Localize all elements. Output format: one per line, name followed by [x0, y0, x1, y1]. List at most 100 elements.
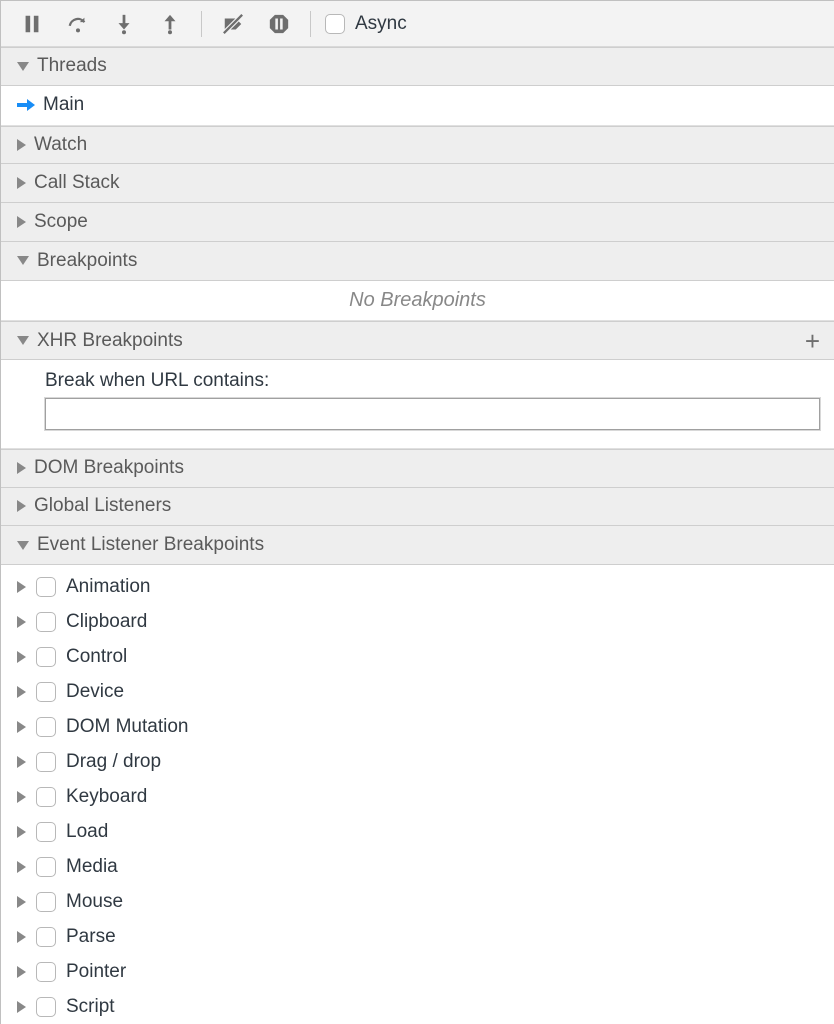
event-category-checkbox[interactable] — [36, 752, 56, 772]
expand-icon — [17, 62, 29, 71]
event-category-label: Parse — [66, 926, 116, 948]
event-category-label: Pointer — [66, 961, 126, 983]
xhr-breakpoints-body: Break when URL contains: — [1, 360, 834, 449]
thread-name: Main — [43, 94, 84, 116]
scope-title: Scope — [34, 211, 88, 233]
event-category-label: Script — [66, 996, 115, 1018]
expand-icon — [17, 139, 26, 151]
debugger-sidebar: Async Threads Main Watch Call Stack Scop… — [0, 0, 834, 1024]
add-xhr-breakpoint-button[interactable]: + — [799, 328, 826, 354]
async-checkbox[interactable] — [325, 14, 345, 34]
expand-icon — [17, 616, 26, 628]
event-category-checkbox[interactable] — [36, 682, 56, 702]
xhr-breakpoints-header[interactable]: XHR Breakpoints + — [1, 321, 834, 360]
event-category-row[interactable]: Media — [1, 849, 834, 884]
event-category-checkbox[interactable] — [36, 892, 56, 912]
call-stack-header[interactable]: Call Stack — [1, 164, 834, 203]
event-category-checkbox[interactable] — [36, 927, 56, 947]
dom-breakpoints-title: DOM Breakpoints — [34, 457, 184, 479]
expand-icon — [17, 256, 29, 265]
expand-icon — [17, 1001, 26, 1013]
pause-on-exceptions-button[interactable] — [256, 1, 302, 47]
event-category-checkbox[interactable] — [36, 997, 56, 1017]
global-listeners-header[interactable]: Global Listeners — [1, 488, 834, 527]
expand-icon — [17, 826, 26, 838]
event-category-label: Clipboard — [66, 611, 147, 633]
watch-title: Watch — [34, 134, 87, 156]
expand-icon — [17, 861, 26, 873]
step-into-button[interactable] — [101, 1, 147, 47]
event-category-label: Control — [66, 646, 127, 668]
expand-icon — [17, 721, 26, 733]
global-listeners-title: Global Listeners — [34, 495, 171, 517]
expand-icon — [17, 756, 26, 768]
event-category-row[interactable]: Mouse — [1, 884, 834, 919]
expand-icon — [17, 791, 26, 803]
expand-icon — [17, 581, 26, 593]
async-toggle[interactable]: Async — [325, 13, 407, 35]
xhr-input-label: Break when URL contains: — [45, 370, 820, 392]
event-category-checkbox[interactable] — [36, 822, 56, 842]
event-category-row[interactable]: Load — [1, 814, 834, 849]
event-category-row[interactable]: Pointer — [1, 954, 834, 989]
event-category-label: Load — [66, 821, 108, 843]
deactivate-breakpoints-button[interactable] — [210, 1, 256, 47]
event-category-row[interactable]: Drag / drop — [1, 744, 834, 779]
event-category-label: Device — [66, 681, 124, 703]
event-category-label: Keyboard — [66, 786, 147, 808]
event-category-row[interactable]: Script — [1, 989, 834, 1024]
expand-icon — [17, 686, 26, 698]
expand-icon — [17, 541, 29, 550]
expand-icon — [17, 216, 26, 228]
breakpoints-header[interactable]: Breakpoints — [1, 242, 834, 281]
event-category-checkbox[interactable] — [36, 857, 56, 877]
event-category-checkbox[interactable] — [36, 717, 56, 737]
expand-icon — [17, 500, 26, 512]
async-label: Async — [355, 13, 407, 35]
event-category-row[interactable]: Animation — [1, 569, 834, 604]
dom-breakpoints-header[interactable]: DOM Breakpoints — [1, 449, 834, 488]
expand-icon — [17, 336, 29, 345]
event-category-row[interactable]: Clipboard — [1, 604, 834, 639]
breakpoints-title: Breakpoints — [37, 250, 137, 272]
event-category-checkbox[interactable] — [36, 647, 56, 667]
event-listener-breakpoints-title: Event Listener Breakpoints — [37, 534, 264, 556]
toolbar-divider — [201, 11, 202, 37]
debugger-toolbar: Async — [1, 1, 834, 47]
event-category-label: Animation — [66, 576, 151, 598]
event-category-label: Mouse — [66, 891, 123, 913]
event-category-checkbox[interactable] — [36, 612, 56, 632]
event-listener-breakpoints-header[interactable]: Event Listener Breakpoints — [1, 526, 834, 565]
event-category-row[interactable]: Parse — [1, 919, 834, 954]
event-category-row[interactable]: Control — [1, 639, 834, 674]
pause-resume-button[interactable] — [9, 1, 55, 47]
event-category-row[interactable]: Device — [1, 674, 834, 709]
call-stack-title: Call Stack — [34, 172, 120, 194]
xhr-url-input[interactable] — [45, 398, 820, 430]
expand-icon — [17, 931, 26, 943]
step-out-button[interactable] — [147, 1, 193, 47]
threads-header[interactable]: Threads — [1, 47, 834, 86]
event-category-checkbox[interactable] — [36, 962, 56, 982]
expand-icon — [17, 177, 26, 189]
event-category-label: Media — [66, 856, 118, 878]
expand-icon — [17, 966, 26, 978]
event-category-checkbox[interactable] — [36, 577, 56, 597]
thread-row-main[interactable]: Main — [1, 86, 834, 126]
expand-icon — [17, 651, 26, 663]
scope-header[interactable]: Scope — [1, 203, 834, 242]
expand-icon — [17, 462, 26, 474]
event-category-label: DOM Mutation — [66, 716, 188, 738]
xhr-breakpoints-title: XHR Breakpoints — [37, 330, 183, 352]
event-category-checkbox[interactable] — [36, 787, 56, 807]
step-over-button[interactable] — [55, 1, 101, 47]
event-listener-categories: Animation Clipboard Control Device DOM Mutat… — [1, 565, 834, 1024]
current-thread-arrow-icon — [17, 98, 35, 112]
watch-header[interactable]: Watch — [1, 126, 834, 165]
event-category-row[interactable]: DOM Mutation — [1, 709, 834, 744]
toolbar-divider — [310, 11, 311, 37]
event-category-row[interactable]: Keyboard — [1, 779, 834, 814]
threads-title: Threads — [37, 55, 107, 77]
event-category-label: Drag / drop — [66, 751, 161, 773]
no-breakpoints-message: No Breakpoints — [1, 281, 834, 322]
